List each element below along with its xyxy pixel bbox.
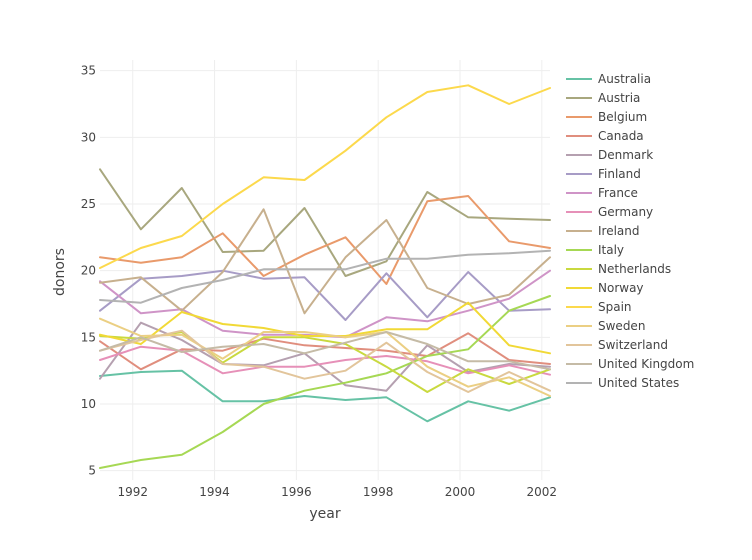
series-line-belgium bbox=[99, 195, 551, 285]
legend-item-france[interactable]: France bbox=[566, 186, 638, 200]
x-tick-label: 1992 bbox=[117, 485, 148, 499]
y-tick-label: 20 bbox=[81, 264, 96, 278]
legend-label: United States bbox=[598, 376, 679, 390]
series-lines bbox=[99, 84, 551, 469]
legend-item-denmark[interactable]: Denmark bbox=[566, 148, 653, 162]
series-line-finland bbox=[99, 269, 551, 321]
legend-label: Norway bbox=[598, 281, 644, 295]
legend-label: Netherlands bbox=[598, 262, 671, 276]
legend-item-netherlands[interactable]: Netherlands bbox=[566, 262, 671, 276]
legend-item-norway[interactable]: Norway bbox=[566, 281, 644, 295]
series-line-united-states bbox=[99, 249, 551, 304]
legend-item-switzerland[interactable]: Switzerland bbox=[566, 338, 668, 352]
y-tick-label: 10 bbox=[81, 397, 96, 411]
legend-label: United Kingdom bbox=[598, 357, 694, 371]
legend: Australia Austria Belgium Canada Denmark Finl… bbox=[566, 72, 694, 390]
legend-label: France bbox=[598, 186, 638, 200]
legend-item-finland[interactable]: Finland bbox=[566, 167, 641, 181]
legend-item-germany[interactable]: Germany bbox=[566, 205, 653, 219]
y-axis-ticks: 5 10 15 20 25 30 35 bbox=[81, 64, 96, 478]
x-tick-label: 1994 bbox=[199, 485, 230, 499]
legend-label: Finland bbox=[598, 167, 641, 181]
legend-label: Switzerland bbox=[598, 338, 668, 352]
y-axis-title: donors bbox=[52, 248, 68, 296]
series-line-norway bbox=[99, 301, 551, 355]
legend-item-belgium[interactable]: Belgium bbox=[566, 110, 647, 124]
series-line-france bbox=[99, 269, 551, 339]
legend-label: Australia bbox=[598, 72, 651, 86]
legend-item-united-kingdom[interactable]: United Kingdom bbox=[566, 357, 694, 371]
series-line-spain bbox=[99, 84, 551, 269]
legend-item-italy[interactable]: Italy bbox=[566, 243, 624, 257]
x-tick-label: 1996 bbox=[281, 485, 312, 499]
y-tick-label: 25 bbox=[81, 197, 96, 211]
legend-label: Belgium bbox=[598, 110, 647, 124]
x-tick-label: 2002 bbox=[527, 485, 558, 499]
legend-label: Spain bbox=[598, 300, 632, 314]
legend-item-spain[interactable]: Spain bbox=[566, 300, 632, 314]
legend-label: Denmark bbox=[598, 148, 653, 162]
series-line-sweden bbox=[99, 317, 551, 397]
legend-item-canada[interactable]: Canada bbox=[566, 129, 644, 143]
x-axis-title: year bbox=[309, 506, 340, 522]
x-axis-ticks: 1992 1994 1996 1998 2000 2002 bbox=[117, 485, 557, 499]
y-tick-label: 5 bbox=[88, 464, 96, 478]
legend-item-united-states[interactable]: United States bbox=[566, 376, 679, 390]
gridlines bbox=[100, 60, 550, 480]
legend-item-australia[interactable]: Australia bbox=[566, 72, 651, 86]
series-line-switzerland bbox=[99, 329, 551, 393]
x-tick-label: 2000 bbox=[445, 485, 476, 499]
y-tick-label: 35 bbox=[81, 64, 96, 78]
legend-item-sweden[interactable]: Sweden bbox=[566, 319, 645, 333]
legend-label: Sweden bbox=[598, 319, 645, 333]
x-tick-label: 1998 bbox=[363, 485, 394, 499]
series-line-austria bbox=[99, 168, 551, 277]
series-line-australia bbox=[99, 369, 551, 423]
legend-label: Canada bbox=[598, 129, 644, 143]
legend-label: Germany bbox=[598, 205, 653, 219]
series-line-italy bbox=[99, 295, 551, 469]
legend-item-ireland[interactable]: Ireland bbox=[566, 224, 640, 238]
legend-label: Italy bbox=[598, 243, 624, 257]
legend-label: Austria bbox=[598, 91, 640, 105]
series-line-united-kingdom bbox=[99, 331, 551, 371]
legend-item-austria[interactable]: Austria bbox=[566, 91, 640, 105]
y-tick-label: 30 bbox=[81, 130, 96, 144]
series-line-canada bbox=[99, 332, 551, 371]
legend-label: Ireland bbox=[598, 224, 640, 238]
series-line-denmark bbox=[99, 321, 551, 392]
series-line-ireland bbox=[99, 208, 551, 315]
y-tick-label: 15 bbox=[81, 330, 96, 344]
